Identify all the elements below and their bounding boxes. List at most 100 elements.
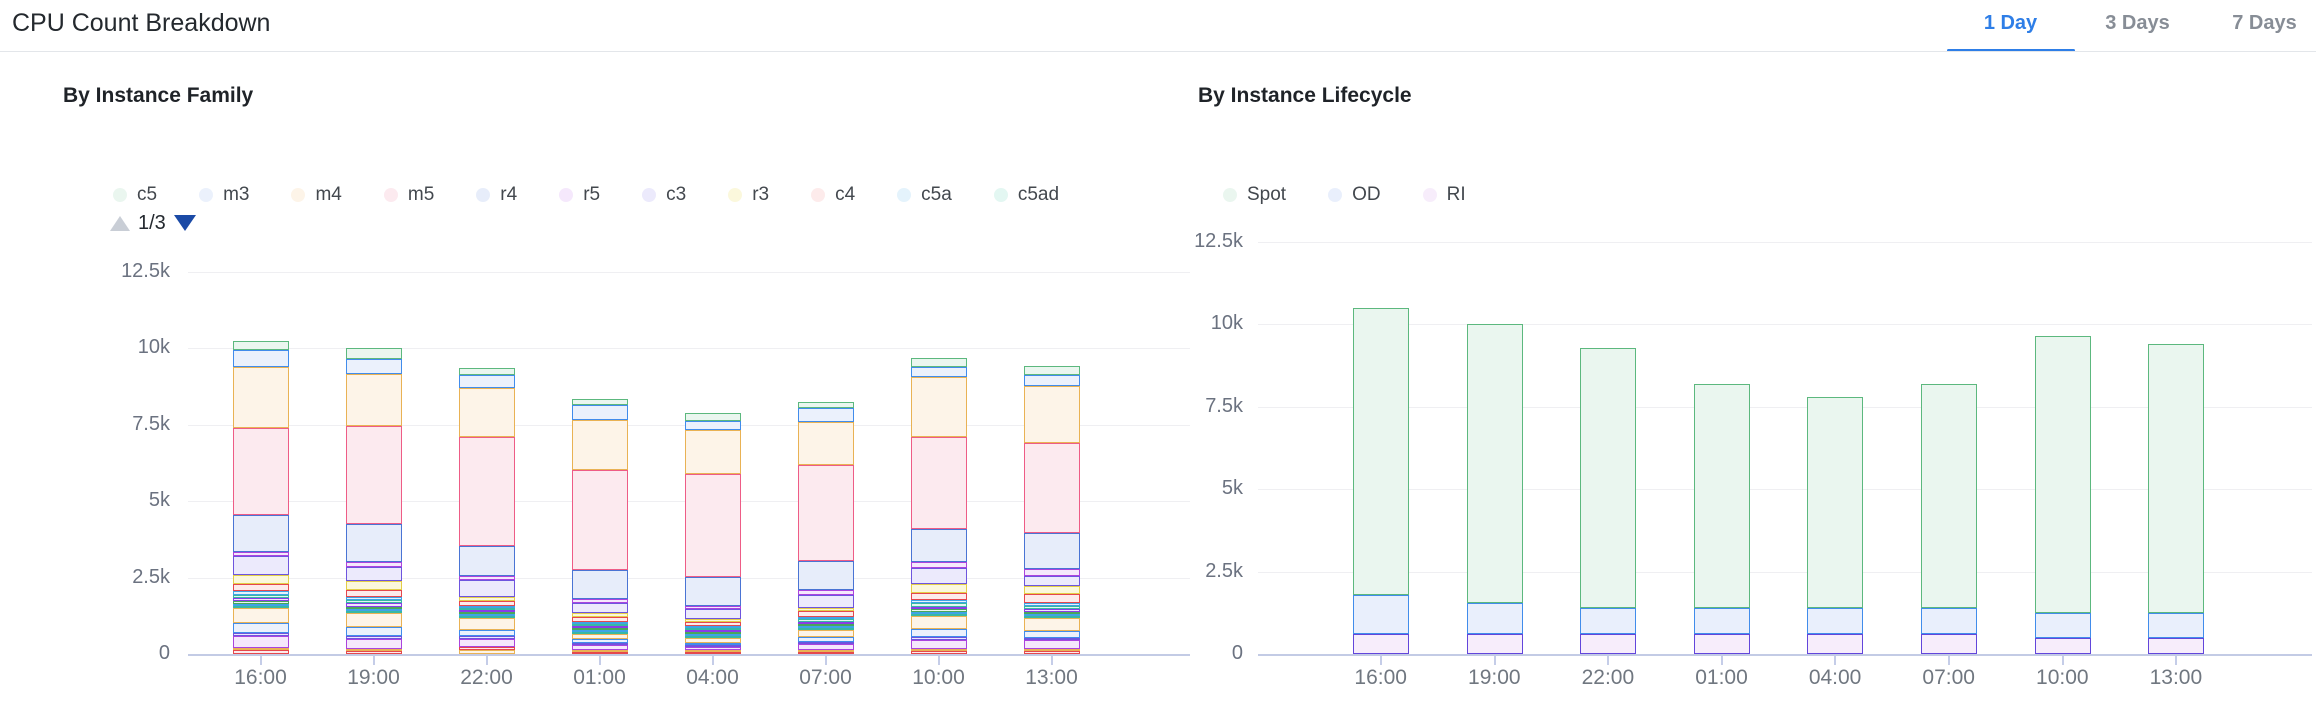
bar-segment-lblue[interactable]: [797, 625, 854, 628]
bar-segment-yellow[interactable]: [797, 608, 854, 612]
bar-segment-odblue[interactable]: [1580, 607, 1637, 635]
bar-segment-pink[interactable]: [910, 437, 967, 529]
legend-item-spot[interactable]: Spot: [1223, 184, 1286, 206]
bar-04:00[interactable]: [684, 413, 741, 654]
bar-segment-violet[interactable]: [345, 635, 402, 639]
bar-segment-lblue[interactable]: [345, 609, 402, 612]
bar-segment-green[interactable]: [345, 348, 402, 360]
bar-22:00[interactable]: [1580, 347, 1637, 654]
bar-segment-green[interactable]: [458, 368, 515, 375]
legend-item-c5[interactable]: c5: [113, 184, 157, 206]
bar-segment-yellow[interactable]: [910, 583, 967, 593]
bar-segment-amber[interactable]: [797, 629, 854, 638]
bar-segment-violet[interactable]: [232, 556, 289, 575]
bar-segment-red[interactable]: [232, 583, 289, 592]
bar-segment-magenta[interactable]: [910, 562, 967, 569]
bar-segment-blue[interactable]: [458, 374, 515, 389]
bar-segment-lblue[interactable]: [684, 626, 741, 629]
legend-item-r3[interactable]: r3: [728, 184, 769, 206]
bar-01:00[interactable]: [1693, 383, 1750, 654]
legend-item-c4[interactable]: c4: [811, 184, 855, 206]
bar-segment-teal[interactable]: [910, 603, 967, 607]
bar-segment-amber[interactable]: [684, 638, 741, 643]
bar-10:00[interactable]: [910, 357, 967, 654]
bar-segment-teal[interactable]: [797, 627, 854, 630]
bar-segment-red[interactable]: [1023, 593, 1080, 604]
bar-segment-violet[interactable]: [797, 594, 854, 609]
legend-page-up-button[interactable]: [110, 215, 130, 231]
bar-segment-odblue[interactable]: [2034, 612, 2091, 638]
bar-segment-teal[interactable]: [910, 614, 967, 617]
bar-segment-lblue[interactable]: [571, 629, 628, 632]
tab-3-days[interactable]: 3 Days: [2105, 12, 2170, 34]
bar-segment-amber[interactable]: [345, 648, 402, 651]
bar-segment-green[interactable]: [1580, 347, 1637, 608]
bar-segment-purple[interactable]: [571, 625, 628, 628]
bar-segment-green[interactable]: [1466, 324, 1523, 603]
bar-segment-blue[interactable]: [1023, 375, 1080, 387]
bar-segment-green2[interactable]: [1023, 611, 1080, 615]
bar-segment-magenta[interactable]: [797, 590, 854, 595]
bar-segment-yellow[interactable]: [1023, 586, 1080, 594]
bar-segment-green2[interactable]: [571, 627, 628, 630]
bar-segment-purple[interactable]: [797, 621, 854, 624]
bar-segment-violet[interactable]: [797, 641, 854, 645]
bar-segment-magenta[interactable]: [797, 644, 854, 650]
bar-segment-ri[interactable]: [1580, 634, 1637, 654]
bar-19:00[interactable]: [1466, 324, 1523, 654]
bar-segment-blue[interactable]: [684, 420, 741, 430]
bar-segment-blue[interactable]: [684, 642, 741, 645]
bar-segment-odblue[interactable]: [1807, 607, 1864, 635]
legend-item-m4[interactable]: m4: [291, 184, 342, 206]
bar-segment-amber[interactable]: [1023, 386, 1080, 443]
bar-segment-magenta[interactable]: [684, 646, 741, 650]
bar-segment-amber[interactable]: [910, 377, 967, 437]
bar-segment-amber[interactable]: [684, 650, 741, 652]
legend-item-ri[interactable]: RI: [1422, 184, 1466, 206]
bar-19:00[interactable]: [345, 348, 402, 654]
bar-segment-lblue[interactable]: [458, 605, 515, 608]
bar-segment-amber[interactable]: [458, 617, 515, 630]
bar-07:00[interactable]: [1921, 383, 1977, 654]
bar-segment-blue[interactable]: [232, 350, 289, 367]
bar-segment-magenta[interactable]: [345, 562, 402, 567]
bar-segment-green[interactable]: [2034, 335, 2091, 613]
bar-segment-amber[interactable]: [345, 613, 402, 628]
bar-segment-teal[interactable]: [458, 615, 515, 618]
legend-item-m3[interactable]: m3: [199, 184, 249, 206]
bar-segment-violet[interactable]: [684, 609, 741, 619]
bar-segment-magenta[interactable]: [232, 636, 289, 648]
bar-segment-lblue[interactable]: [458, 613, 515, 616]
bar-segment-magenta[interactable]: [345, 638, 402, 649]
bar-segment-violet[interactable]: [571, 602, 628, 614]
bar-13:00[interactable]: [2148, 344, 2205, 654]
bar-segment-green2[interactable]: [910, 609, 967, 613]
bar-22:00[interactable]: [458, 368, 515, 654]
bar-segment-teal[interactable]: [571, 631, 628, 634]
bar-segment-teal[interactable]: [458, 607, 515, 610]
legend-item-od[interactable]: OD: [1328, 184, 1381, 206]
bar-segment-teal[interactable]: [232, 606, 289, 609]
bar-segment-green2[interactable]: [232, 600, 289, 604]
bar-segment-red[interactable]: [458, 647, 515, 651]
bar-segment-magenta[interactable]: [232, 551, 289, 557]
bar-segment-amber[interactable]: [232, 366, 289, 429]
bar-segment-pink[interactable]: [1023, 442, 1080, 533]
bar-segment-lblue[interactable]: [910, 600, 967, 604]
bar-10:00[interactable]: [2034, 335, 2091, 654]
bar-segment-odblue[interactable]: [1921, 607, 1977, 635]
bar-segment-pink[interactable]: [797, 464, 854, 561]
bar-segment-yellow[interactable]: [684, 618, 741, 622]
bar-segment-ri[interactable]: [2034, 637, 2091, 654]
bar-segment-pink[interactable]: [458, 437, 515, 546]
bar-segment-red[interactable]: [797, 651, 854, 654]
bar-segment-yellow[interactable]: [458, 596, 515, 602]
bar-segment-rblue[interactable]: [458, 545, 515, 577]
bar-segment-blue[interactable]: [571, 639, 628, 643]
bar-segment-ri[interactable]: [1921, 634, 1977, 654]
bar-segment-blue[interactable]: [345, 627, 402, 636]
bar-segment-rblue[interactable]: [797, 560, 854, 590]
bar-segment-teal[interactable]: [232, 594, 289, 598]
bar-segment-rblue[interactable]: [345, 524, 402, 563]
bar-segment-magenta[interactable]: [458, 638, 515, 648]
